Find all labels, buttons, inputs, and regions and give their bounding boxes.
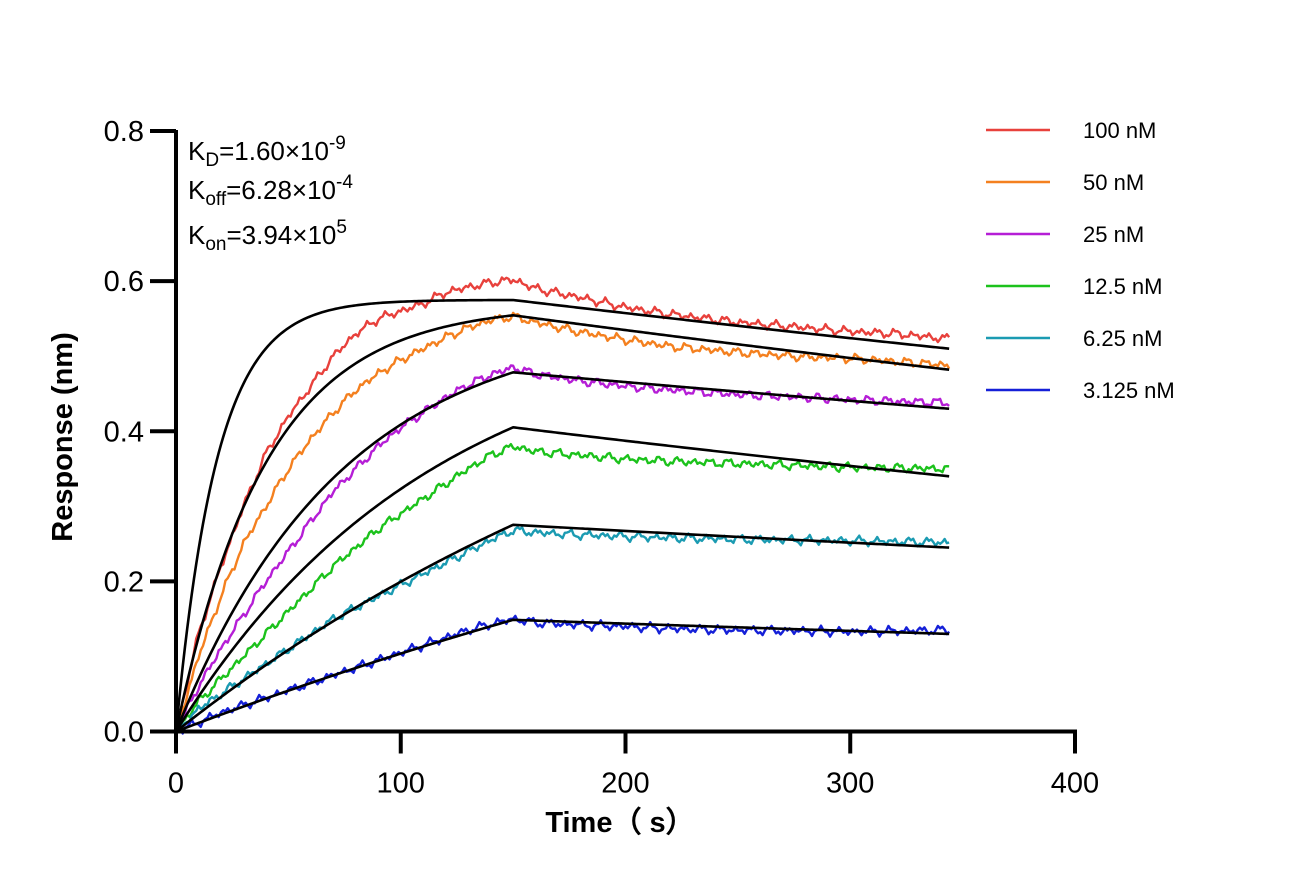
series-line [175, 614, 951, 735]
y-tick-label: 0.4 [104, 416, 144, 448]
fit-curve [174, 371, 950, 732]
fit-curve [174, 314, 950, 732]
x-tick-label: 200 [601, 768, 649, 800]
series-line [175, 442, 950, 733]
koff-annotation: Koff=6.28×10-4 [188, 172, 353, 210]
kd-annotation: KD=1.60×10-9 [188, 133, 346, 171]
ticks: 0 100 200 300 400 0.0 0.2 0.4 0.6 0.8 [104, 116, 1100, 800]
y-tick-label: 0.2 [104, 566, 144, 598]
series-line [174, 276, 951, 732]
x-tick-label: 400 [1051, 768, 1099, 800]
legend: 100 nM 50 nM 25 nM 12.5 nM 6.25 nM 3.125 nM [986, 118, 1175, 403]
fit-curve [175, 523, 950, 733]
fit-curve [175, 618, 950, 733]
x-tick-label: 100 [377, 768, 425, 800]
x-tick-label: 300 [826, 768, 874, 800]
legend-label: 25 nM [1083, 222, 1144, 247]
y-tick-label: 0.6 [104, 266, 144, 298]
x-axis-title: Time（ s） [545, 806, 694, 839]
kon-annotation: Kon=3.94×105 [188, 217, 347, 255]
series-line [174, 311, 951, 732]
y-tick-label: 0.0 [104, 717, 144, 749]
legend-label: 50 nM [1083, 170, 1144, 195]
y-axis-title: Response (nm) [47, 332, 79, 541]
legend-label: 3.125 nM [1083, 378, 1175, 403]
legend-label: 6.25 nM [1083, 326, 1163, 351]
plot-area [174, 276, 951, 735]
fit-curve [174, 426, 950, 733]
kinetics-annotations: KD=1.60×10-9 Koff=6.28×10-4 Kon=3.94×105 [188, 133, 353, 255]
fit-curve [174, 298, 950, 732]
legend-label: 12.5 nM [1083, 274, 1163, 299]
x-tick-label: 0 [168, 768, 184, 800]
series-line [174, 364, 950, 733]
legend-label: 100 nM [1083, 118, 1156, 143]
y-tick-label: 0.8 [104, 116, 144, 148]
